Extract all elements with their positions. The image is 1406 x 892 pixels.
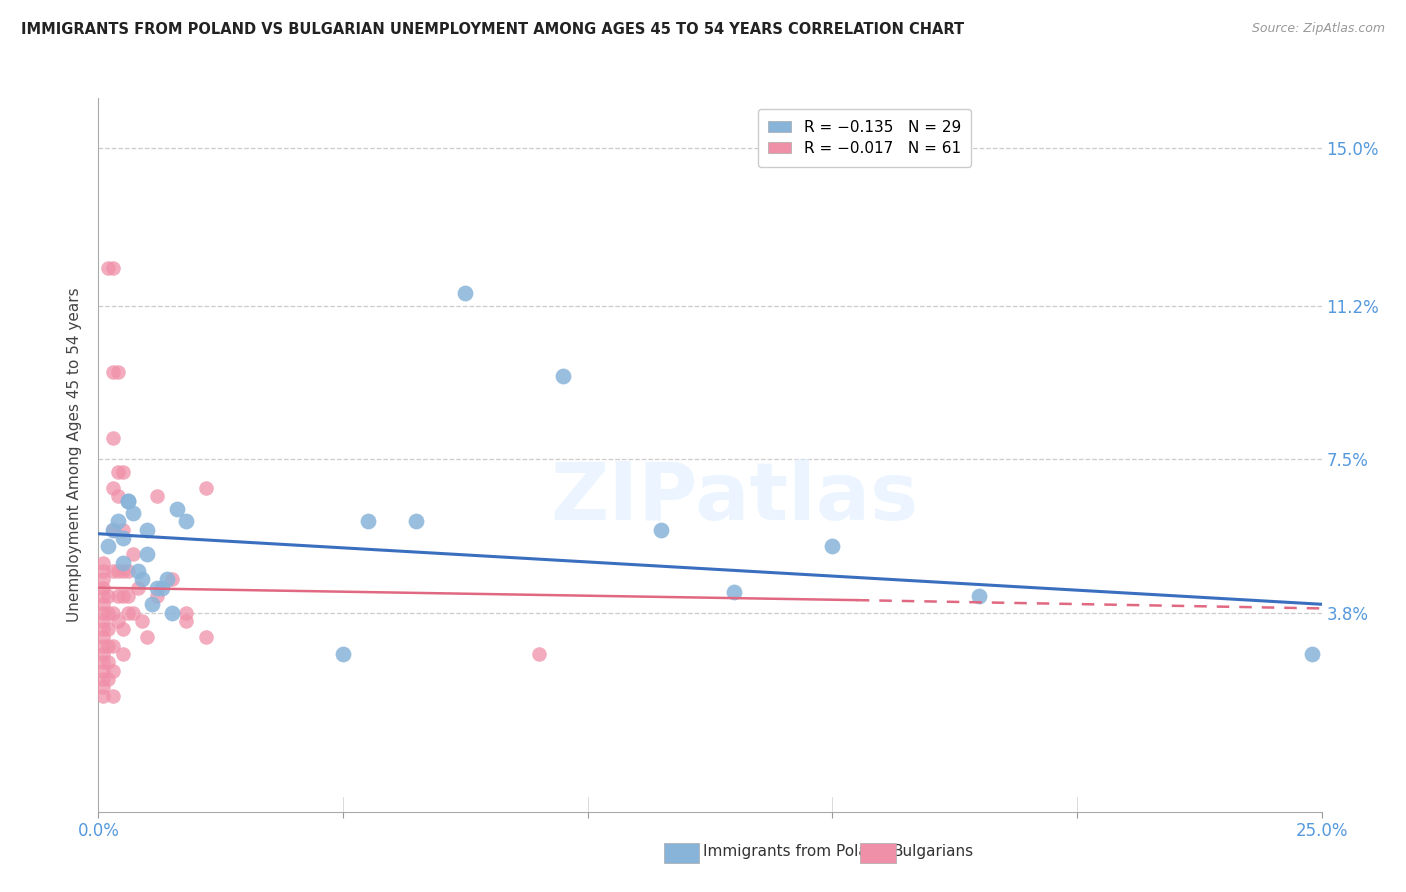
Point — [101, 365, 124, 379]
Point — [91, 680, 114, 694]
Point — [121, 606, 143, 620]
Point — [136, 631, 159, 645]
Point — [1301, 647, 1323, 661]
Point — [146, 581, 169, 595]
Point — [967, 589, 990, 603]
Point — [117, 606, 139, 620]
Point — [91, 622, 114, 636]
Point — [97, 639, 120, 653]
Point — [136, 523, 159, 537]
Point — [332, 647, 354, 661]
Point — [176, 606, 198, 620]
Point — [111, 622, 134, 636]
Point — [111, 523, 134, 537]
Point — [405, 514, 427, 528]
Point — [97, 539, 120, 553]
Point — [111, 589, 134, 603]
Point — [101, 564, 124, 578]
Point — [97, 672, 120, 686]
Point — [107, 490, 129, 504]
Point — [121, 506, 143, 520]
Point — [454, 286, 477, 301]
Point — [91, 689, 114, 703]
Point — [160, 573, 183, 587]
Text: Source: ZipAtlas.com: Source: ZipAtlas.com — [1251, 22, 1385, 36]
Point — [91, 597, 114, 611]
Point — [97, 656, 120, 670]
Point — [91, 664, 114, 678]
Point — [111, 647, 134, 661]
Point — [91, 556, 114, 570]
Point — [195, 481, 218, 495]
Point — [117, 589, 139, 603]
Point — [131, 614, 153, 628]
Point — [107, 564, 129, 578]
Point — [136, 548, 159, 562]
Point — [107, 465, 129, 479]
Text: Immigrants from Poland: Immigrants from Poland — [703, 845, 887, 859]
Point — [121, 548, 143, 562]
Point — [101, 261, 124, 276]
Point — [131, 573, 153, 587]
Point — [117, 493, 139, 508]
Point — [97, 261, 120, 276]
Point — [101, 606, 124, 620]
Point — [101, 689, 124, 703]
Point — [176, 514, 198, 528]
Point — [97, 622, 120, 636]
Text: ZIPatlas: ZIPatlas — [550, 458, 918, 537]
Point — [97, 606, 120, 620]
Point — [111, 531, 134, 545]
Point — [356, 514, 378, 528]
Point — [723, 584, 745, 599]
Point — [101, 639, 124, 653]
Point — [91, 672, 114, 686]
Point — [821, 539, 844, 553]
Point — [91, 639, 114, 653]
Point — [91, 573, 114, 587]
Point — [91, 606, 114, 620]
Point — [101, 664, 124, 678]
Point — [150, 581, 173, 595]
Point — [111, 556, 134, 570]
Legend: R = −0.135   N = 29, R = −0.017   N = 61: R = −0.135 N = 29, R = −0.017 N = 61 — [758, 110, 972, 167]
Point — [97, 589, 120, 603]
Text: IMMIGRANTS FROM POLAND VS BULGARIAN UNEMPLOYMENT AMONG AGES 45 TO 54 YEARS CORRE: IMMIGRANTS FROM POLAND VS BULGARIAN UNEM… — [21, 22, 965, 37]
Point — [101, 481, 124, 495]
Point — [107, 514, 129, 528]
Point — [101, 523, 124, 537]
Y-axis label: Unemployment Among Ages 45 to 54 years: Unemployment Among Ages 45 to 54 years — [67, 287, 83, 623]
Point — [117, 564, 139, 578]
Point — [91, 581, 114, 595]
Point — [91, 656, 114, 670]
Point — [160, 606, 183, 620]
Point — [101, 523, 124, 537]
Point — [176, 614, 198, 628]
Point — [111, 564, 134, 578]
Point — [91, 647, 114, 661]
Point — [195, 631, 218, 645]
Point — [117, 493, 139, 508]
Point — [127, 581, 149, 595]
Point — [141, 597, 163, 611]
Point — [146, 490, 169, 504]
Point — [91, 614, 114, 628]
Point — [166, 501, 188, 516]
Point — [101, 431, 124, 445]
Point — [650, 523, 672, 537]
Point — [553, 369, 575, 384]
Point — [91, 631, 114, 645]
Point — [156, 573, 179, 587]
Point — [91, 564, 114, 578]
Text: Bulgarians: Bulgarians — [893, 845, 974, 859]
Point — [107, 365, 129, 379]
Point — [127, 564, 149, 578]
Point — [527, 647, 550, 661]
Point — [107, 589, 129, 603]
Point — [107, 614, 129, 628]
Point — [111, 465, 134, 479]
Point — [91, 589, 114, 603]
Point — [146, 589, 169, 603]
